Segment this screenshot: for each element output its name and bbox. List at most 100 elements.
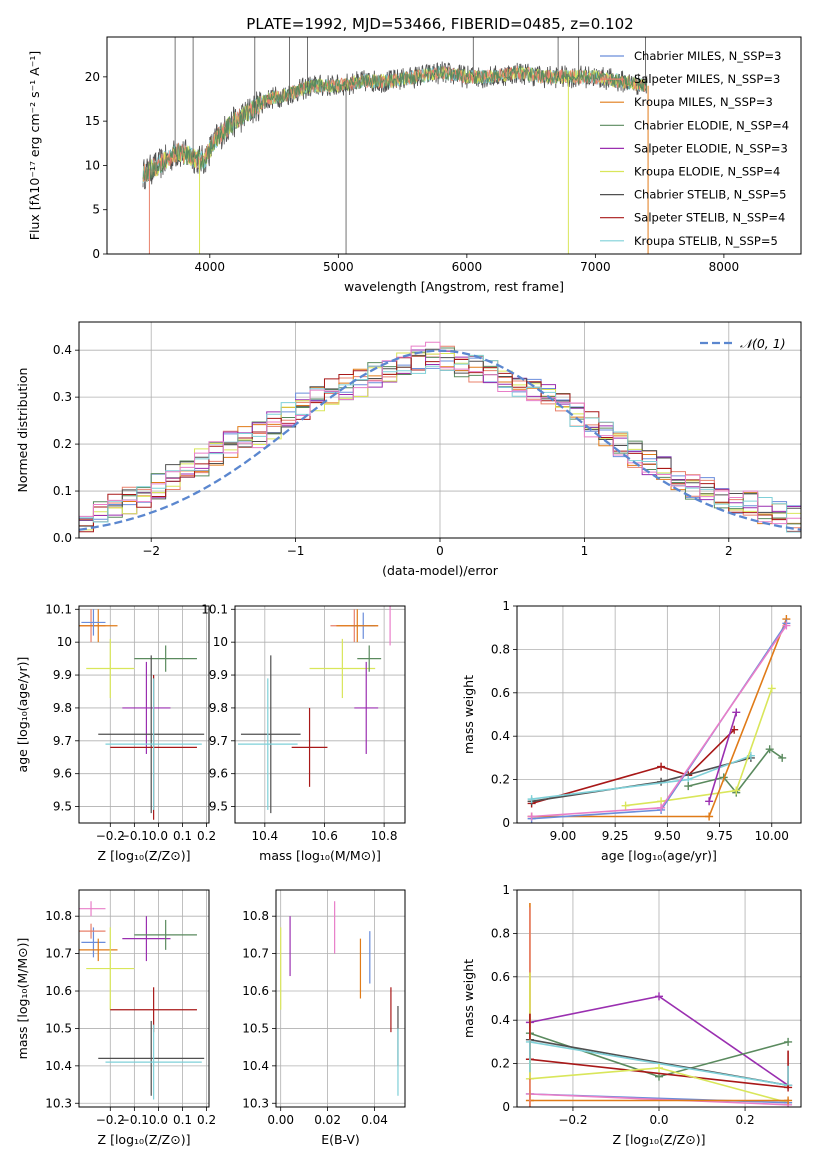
weight-line [529,1041,789,1087]
weight-marker [527,795,536,804]
weight-line [529,1093,789,1106]
y-tick-label: 10.5 [242,1021,269,1035]
y-tick-label: 9.6 [209,767,228,781]
spectrum-frame [106,36,802,255]
y-tick-label: 0.4 [53,343,72,357]
x-tick-label: 10.6 [311,829,338,843]
y-tick-label: 0.0 [53,531,72,545]
mass-vs-Z-plot-area [79,901,205,1100]
mass-vs-EBV-plot-area [280,901,399,1096]
x-tick-label: 0.1 [173,1113,192,1127]
x-axis-label: mass [log₁₀(M/M⊙)] [259,848,381,863]
weight-vs-Z-plot-area [525,903,793,1107]
x-axis-label: age [log₁₀(age/yr)] [601,848,717,863]
y-tick-label: 10.4 [242,1059,269,1073]
y-axis-label: Normed distribution [15,368,30,493]
weight-line [531,618,788,818]
x-tick-label: 9.75 [706,829,733,843]
y-axis-label: mass [log₁₀(M/M⊙)] [15,938,30,1060]
x-tick-label: −2 [142,544,160,558]
x-tick-label: 0 [436,544,444,558]
x-axis-label: E(B-V) [321,1132,360,1147]
age-vs-Z-frame [78,605,210,824]
legend-entry: Salpeter STELIB, N_SSP=4 [634,211,785,225]
spectrum-axes: 4000 5000 6000 7000 8000 0 5 10 15 20 wavelength [… [27,36,802,294]
legend-entry: Chabrier MILES, N_SSP=3 [634,49,781,63]
weight-vs-age-axes: 9.00 9.25 9.50 9.75 10.00 0 0.2 0.4 0.6 0.8 1 age [… [461,599,802,863]
x-tick-label: 1 [581,544,589,558]
weight-vs-age-plot-area [527,615,791,823]
weight-vs-Z-frame [516,889,802,1108]
y-tick-label: 5 [92,203,100,217]
x-tick-label: 9.25 [602,829,629,843]
y-axis-label: mass weight [461,959,476,1038]
y-tick-label: 0.4 [491,729,510,743]
y-tick-label: 10.6 [45,984,72,998]
y-tick-label: 10.8 [45,909,72,923]
weight-line [708,712,738,802]
x-tick-label: 5000 [323,260,354,274]
legend-entry: Salpeter MILES, N_SSP=3 [634,72,780,86]
y-tick-label: 0.1 [53,484,72,498]
x-tick-label: 0.0 [149,829,168,843]
age-vs-mass-axes: 10.4 10.6 10.8 9.5 9.6 9.7 9.8 9.9 10 10.1 mass [l… [201,602,406,863]
mass-vs-Z-axes: −0.2−0.1 0.0 0.1 0.2 10.3 10.4 10.5 10.6 10.7 10.… [15,889,216,1147]
weight-vs-Z-axes: −0.2 0.0 0.2 0 0.2 0.4 0.6 0.8 1 Z [log₁₀(Z/Z⊙)] m… [461,883,802,1147]
x-tick-label: 9.00 [550,829,577,843]
mass-vs-EBV-frame [275,889,406,1108]
residuals-axes: −2 −1 0 1 2 0.0 0.1 0.2 0.3 0.4 (data-model)/error… [15,321,802,578]
y-tick-label: 0.6 [491,686,510,700]
age-vs-mass-frame [234,605,406,824]
age-vs-Z-axes: −0.2−0.1 0.0 0.1 0.2 9.5 9.6 9.7 9.8 9.9 10 10.1 Z … [15,602,216,863]
legend-entry: Kroupa MILES, N_SSP=3 [634,95,773,109]
x-tick-label: 0.0 [149,1113,168,1127]
y-tick-label: 20 [85,70,100,84]
weight-marker [784,1037,793,1046]
y-tick-label: 10.3 [45,1096,72,1110]
y-tick-label: 10.1 [201,602,228,616]
weight-marker [657,777,666,786]
x-axis-label: Z [log₁₀(Z/Z⊙)] [98,1132,191,1147]
y-tick-label: 9.5 [209,800,228,814]
x-tick-label: 9.50 [654,829,681,843]
y-tick-label: 9.5 [53,800,72,814]
y-axis-label: mass weight [461,675,476,754]
y-tick-label: 9.8 [209,701,228,715]
x-tick-label: 0.00 [267,1113,294,1127]
y-tick-label: 10.5 [45,1021,72,1035]
y-tick-label: 15 [85,114,100,128]
y-tick-label: 10.8 [242,909,269,923]
weight-marker [621,801,630,810]
weight-marker [765,745,774,754]
weight-marker [705,797,714,806]
x-tick-label: 10.00 [755,829,789,843]
x-axis-label: wavelength [Angstrom, rest frame] [344,279,564,294]
y-tick-label: 1 [502,599,510,613]
residuals-frame [78,321,802,539]
spectrum-plot-area [142,37,649,254]
y-tick-label: 0.4 [491,1013,510,1027]
x-tick-label: 0.0 [649,1113,668,1127]
weight-vs-age-frame [516,605,802,824]
x-tick-label: −0.2 [558,1113,587,1127]
x-tick-label: 0.02 [314,1113,341,1127]
gaussian-curve [79,349,801,531]
y-tick-label: 0.8 [491,926,510,940]
x-axis-label: Z [log₁₀(Z/Z⊙)] [613,1132,706,1147]
weight-line [531,622,788,820]
spectrum-line-4 [142,65,648,182]
spectrum-line-5 [142,65,648,183]
y-tick-label: 0.2 [491,773,510,787]
x-tick-label: 8000 [709,260,740,274]
x-tick-label: 0.04 [361,1113,388,1127]
x-axis-label: (data-model)/error [382,563,499,578]
y-tick-label: 9.8 [53,701,72,715]
weight-marker [655,992,663,1001]
hist-pink [79,341,801,525]
x-tick-label: 0.1 [173,829,192,843]
weight-line [531,625,788,818]
y-axis-label: age [log₁₀(age/yr)] [15,657,30,773]
weight-marker [684,782,693,791]
x-tick-label: −0.2 [96,1113,125,1127]
